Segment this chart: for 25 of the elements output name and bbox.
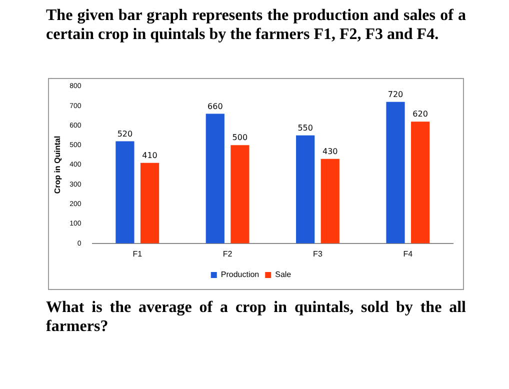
legend-label: Sale xyxy=(275,270,292,280)
x-tick-label: F2 xyxy=(222,249,233,258)
text: What is the average of a crop in quintals, sold by the all farmers? xyxy=(46,298,466,336)
bar xyxy=(296,135,315,244)
x-tick-label: F4 xyxy=(403,249,414,258)
bar xyxy=(206,114,224,244)
bar xyxy=(386,102,405,244)
data-label: 500 xyxy=(232,133,248,142)
bar xyxy=(116,141,134,244)
data-label: 720 xyxy=(388,90,404,99)
data-label: 550 xyxy=(298,123,313,132)
data-label: 410 xyxy=(142,150,158,160)
legend-label: Production xyxy=(220,270,260,280)
data-label: 620 xyxy=(412,110,428,119)
bar xyxy=(320,158,340,244)
data-label: 520 xyxy=(117,129,133,138)
bar xyxy=(140,162,160,244)
x-tick-label: F1 xyxy=(132,249,143,258)
chart-title: The given bar graph represents the production and sales of a certain crop in quintals by the farmers F1, F2, F3 and F4. xyxy=(46,6,466,44)
x-tick-label: F3 xyxy=(313,249,323,258)
y-axis-title: Crop in Quintal xyxy=(53,136,62,194)
bar xyxy=(230,145,250,244)
bar xyxy=(411,122,430,244)
data-label: 430 xyxy=(322,146,338,156)
data-label: 660 xyxy=(208,102,223,111)
